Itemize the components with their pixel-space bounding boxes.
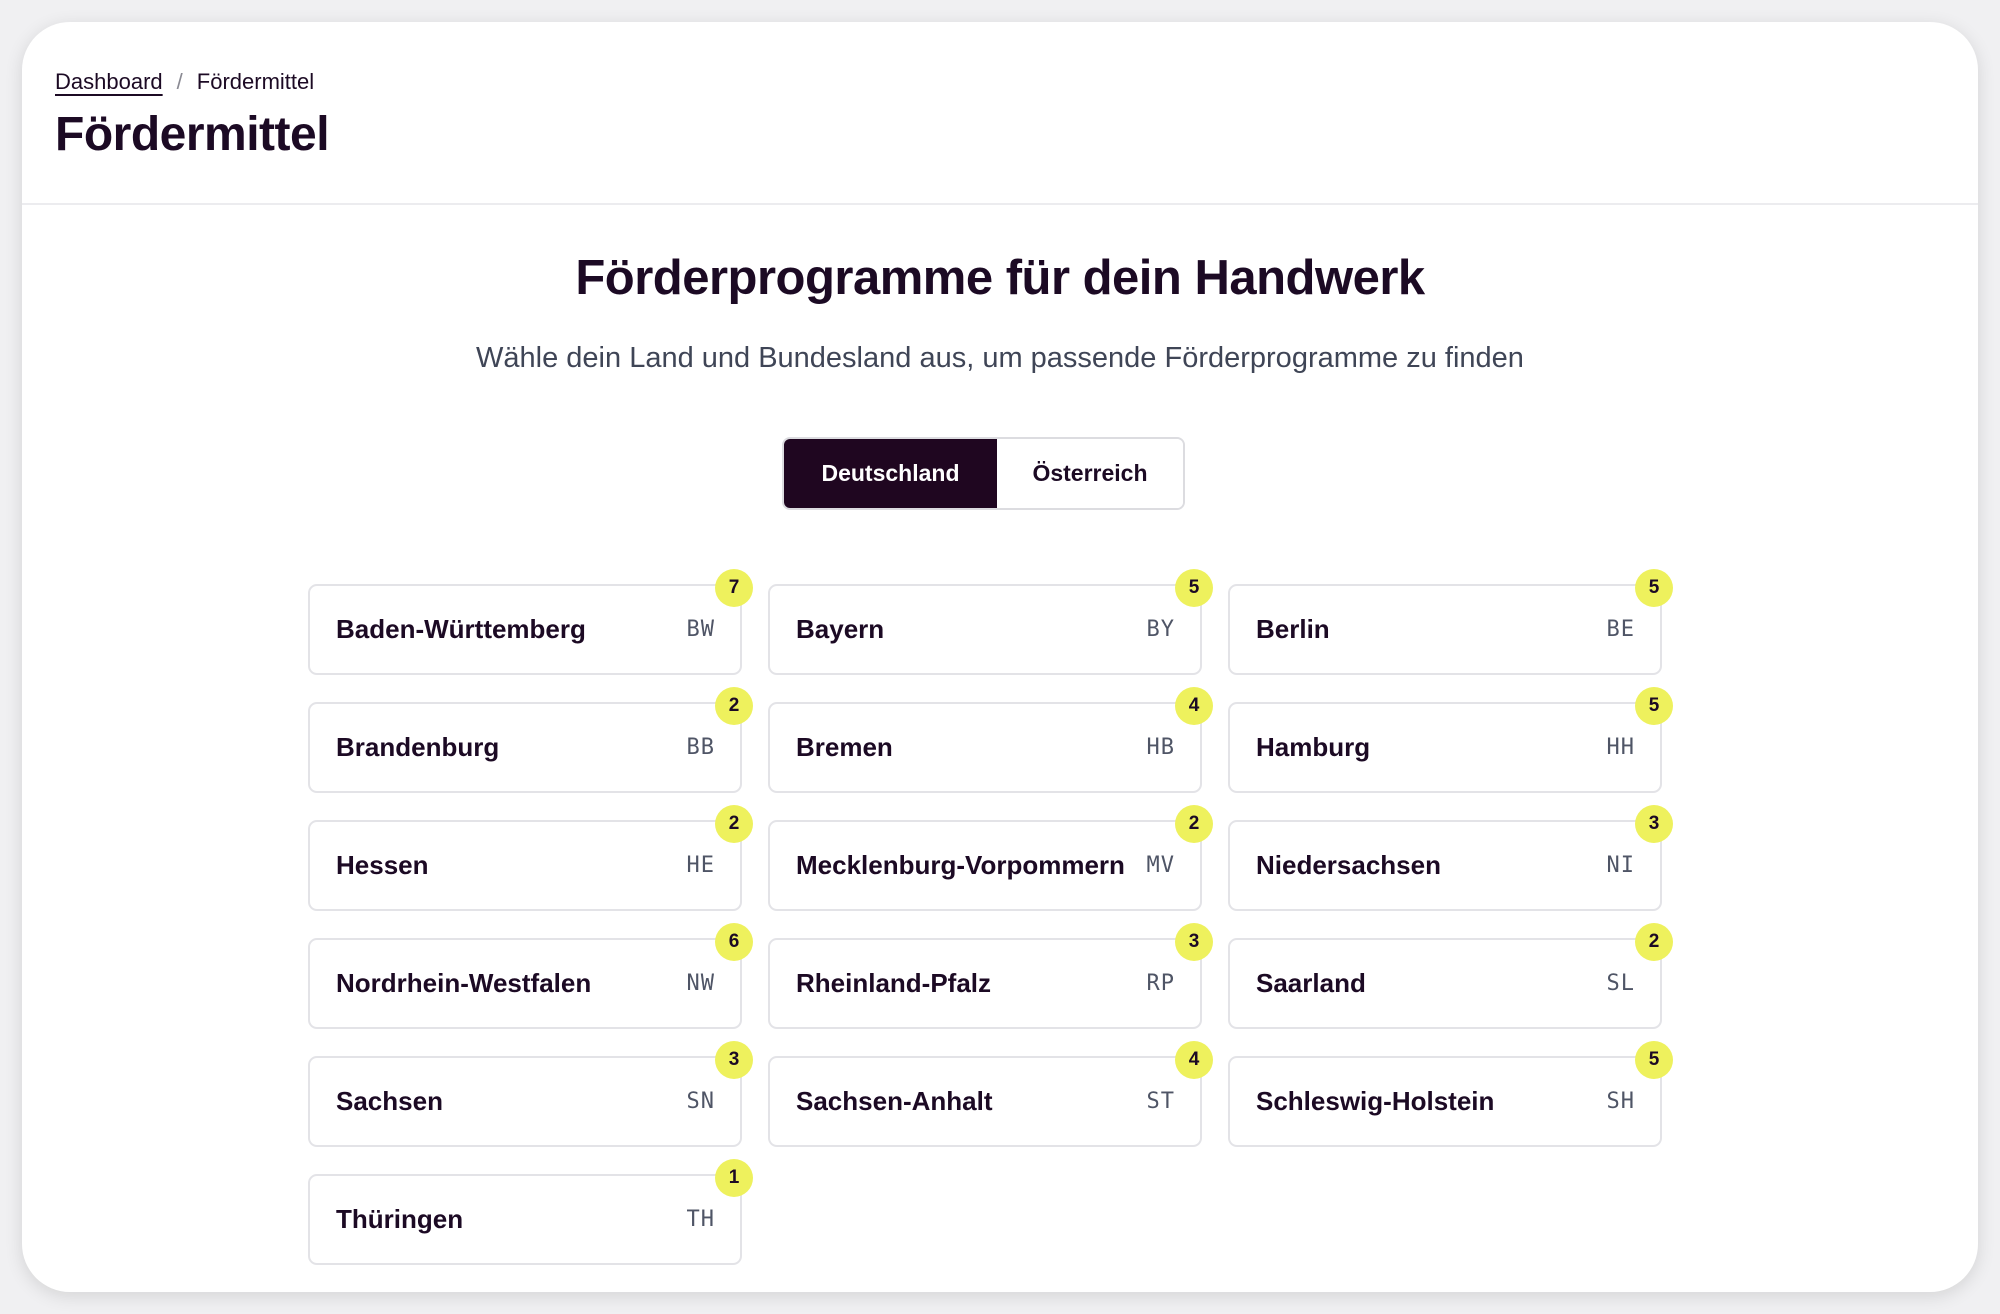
state-name: Sachsen <box>336 1086 443 1116</box>
state-card-ni[interactable]: Niedersachsen NI 3 <box>1228 805 1673 911</box>
breadcrumb-current: Fördermittel <box>196 69 315 94</box>
state-code: HE <box>686 853 715 878</box>
state-name: Schleswig-Holstein <box>1256 1086 1495 1116</box>
program-count-badge: 1 <box>715 1159 753 1197</box>
state-code: HB <box>1146 735 1175 760</box>
state-card-be[interactable]: Berlin BE 5 <box>1228 569 1673 675</box>
state-card-hb[interactable]: Bremen HB 4 <box>768 687 1213 793</box>
program-count-badge: 6 <box>715 923 753 961</box>
state-code: HH <box>1606 735 1635 760</box>
breadcrumb-dashboard-link[interactable]: Dashboard <box>55 69 163 94</box>
state-code: TH <box>686 1207 715 1232</box>
state-code: BE <box>1606 617 1635 642</box>
state-card-sh[interactable]: Schleswig-Holstein SH 5 <box>1228 1041 1673 1147</box>
state-code: BY <box>1146 617 1175 642</box>
state-code: MV <box>1146 853 1175 878</box>
state-name: Niedersachsen <box>1256 850 1441 880</box>
program-count-badge: 5 <box>1635 569 1673 607</box>
state-card-nw[interactable]: Nordrhein-Westfalen NW 6 <box>308 923 753 1029</box>
program-count-badge: 4 <box>1175 687 1213 725</box>
program-count-badge: 2 <box>715 687 753 725</box>
program-count-badge: 2 <box>1175 805 1213 843</box>
program-count-badge: 4 <box>1175 1041 1213 1079</box>
page-header: Dashboard / Fördermittel Fördermittel <box>22 22 1978 205</box>
state-code: RP <box>1146 971 1175 996</box>
state-name: Hamburg <box>1256 732 1371 762</box>
state-card-bb[interactable]: Brandenburg BB 2 <box>308 687 753 793</box>
program-count-badge: 3 <box>1635 805 1673 843</box>
state-name: Sachsen-Anhalt <box>796 1086 993 1116</box>
hero-title: Förderprogramme für dein Handwerk <box>575 251 1425 305</box>
program-count-badge: 2 <box>715 805 753 843</box>
state-name: Berlin <box>1256 614 1330 644</box>
state-code: SH <box>1606 1089 1635 1114</box>
state-code: ST <box>1146 1089 1175 1114</box>
program-count-badge: 3 <box>715 1041 753 1079</box>
state-card-by[interactable]: Bayern BY 5 <box>768 569 1213 675</box>
state-name: Bremen <box>796 732 893 762</box>
state-code: NW <box>686 971 715 996</box>
program-count-badge: 5 <box>1175 569 1213 607</box>
state-card-st[interactable]: Sachsen-Anhalt ST 4 <box>768 1041 1213 1147</box>
state-card-hh[interactable]: Hamburg HH 5 <box>1228 687 1673 793</box>
state-card-rp[interactable]: Rheinland-Pfalz RP 3 <box>768 923 1213 1029</box>
app-window: Dashboard / Fördermittel Fördermittel Fö… <box>22 22 1978 1292</box>
state-name: Brandenburg <box>336 732 500 762</box>
breadcrumb-separator: / <box>176 69 183 94</box>
state-name: Hessen <box>336 850 429 880</box>
state-grid: Baden-Württemberg BW 7 Bayern BY 5 Berlin BE 5 Br… <box>308 569 1673 1265</box>
program-count-badge: 5 <box>1635 1041 1673 1079</box>
state-card-he[interactable]: Hessen HE 2 <box>308 805 753 911</box>
state-name: Baden-Württemberg <box>336 614 586 644</box>
program-count-badge: 7 <box>715 569 753 607</box>
state-code: BB <box>686 735 715 760</box>
state-name: Mecklenburg-Vorpommern <box>796 850 1125 880</box>
country-toggle: Deutschland Österreich <box>782 437 1185 510</box>
state-name: Bayern <box>796 614 885 644</box>
country-option-deutschland[interactable]: Deutschland <box>784 439 997 508</box>
state-card-sn[interactable]: Sachsen SN 3 <box>308 1041 753 1147</box>
state-card-mv[interactable]: Mecklenburg-Vorpommern MV 2 <box>768 805 1213 911</box>
state-card-th[interactable]: Thüringen TH 1 <box>308 1159 753 1265</box>
state-name: Thüringen <box>336 1204 464 1234</box>
state-name: Rheinland-Pfalz <box>796 968 992 998</box>
hero-subtitle: Wähle dein Land und Bundesland aus, um p… <box>476 342 1524 374</box>
country-option-oesterreich[interactable]: Österreich <box>997 439 1183 508</box>
page-title: Fördermittel <box>55 108 330 161</box>
state-name: Nordrhein-Westfalen <box>336 968 592 998</box>
program-count-badge: 5 <box>1635 687 1673 725</box>
state-card-bw[interactable]: Baden-Württemberg BW 7 <box>308 569 753 675</box>
program-count-badge: 2 <box>1635 923 1673 961</box>
state-name: Saarland <box>1256 968 1366 998</box>
state-code: SL <box>1606 971 1635 996</box>
state-code: BW <box>686 617 715 642</box>
state-code: NI <box>1606 853 1635 878</box>
state-card-sl[interactable]: Saarland SL 2 <box>1228 923 1673 1029</box>
state-code: SN <box>686 1089 715 1114</box>
breadcrumb: Dashboard / Fördermittel <box>55 69 314 95</box>
program-count-badge: 3 <box>1175 923 1213 961</box>
